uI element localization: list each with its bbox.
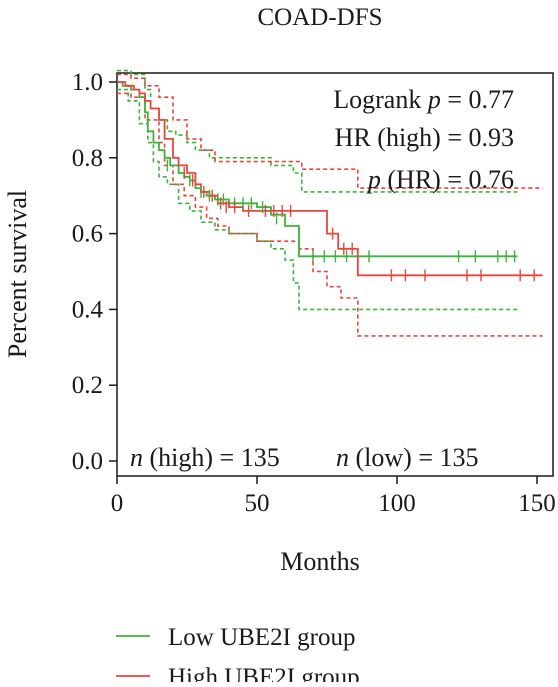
low-ube2i-group-ci-upper (117, 69, 518, 193)
legend-label-high-ube2i-group: High UBE2I group (168, 664, 360, 682)
x-tick-label: 50 (245, 490, 270, 517)
high-ube2i-group-survival-curve (117, 81, 543, 277)
y-tick-label: 0.8 (72, 145, 103, 172)
high-ube2i-group-ci-lower (117, 92, 543, 337)
high-ube2i-group-ci-upper (117, 73, 543, 189)
p-hr-symbol: p (366, 165, 381, 194)
y-axis-label: Percent survival (3, 190, 32, 358)
p-hr-value: (HR) = 0.76 (381, 165, 514, 194)
x-tick-label: 150 (518, 490, 556, 517)
x-axis-label: Months (280, 547, 359, 576)
n-high-symbol: n (130, 443, 143, 472)
y-tick-label: 0.4 (72, 296, 104, 323)
plot-frame (116, 72, 554, 477)
chart-title: COAD-DFS (257, 4, 382, 31)
confidence-bands (117, 69, 543, 337)
logrank-p-symbol: p (426, 85, 441, 114)
y-axis: 0.0 0.2 0.4 0.6 0.8 1.0 (72, 69, 117, 475)
n-low-annotation: n (low) = 135 (336, 443, 478, 472)
x-tick-label: 100 (378, 490, 416, 517)
x-axis: 0 50 100 150 (111, 476, 556, 517)
y-tick-label: 1.0 (72, 69, 103, 96)
legend-label-low-ube2i-group: Low UBE2I group (168, 624, 355, 651)
logrank-prefix: Logrank (333, 85, 428, 114)
legend: Low UBE2I group High UBE2I group (116, 624, 360, 687)
y-tick-label: 0.2 (72, 372, 103, 399)
n-low-symbol: n (336, 443, 349, 472)
x-tick-label: 0 (111, 490, 124, 517)
censor-marks (166, 159, 535, 282)
low-ube2i-group-ci-lower (117, 88, 518, 311)
p-hr-annotation: p (HR) = 0.76 (366, 165, 514, 194)
n-low-text: (low) = 135 (349, 443, 478, 472)
y-tick-label: 0.0 (72, 448, 103, 475)
logrank-annotation: Logrank p = 0.77 (333, 85, 514, 114)
hr-annotation: HR (high) = 0.93 (335, 123, 514, 152)
n-high-annotation: n (high) = 135 (130, 443, 280, 472)
n-high-text: (high) = 135 (143, 443, 280, 472)
y-tick-label: 0.6 (72, 221, 103, 248)
logrank-value: = 0.77 (441, 85, 514, 114)
